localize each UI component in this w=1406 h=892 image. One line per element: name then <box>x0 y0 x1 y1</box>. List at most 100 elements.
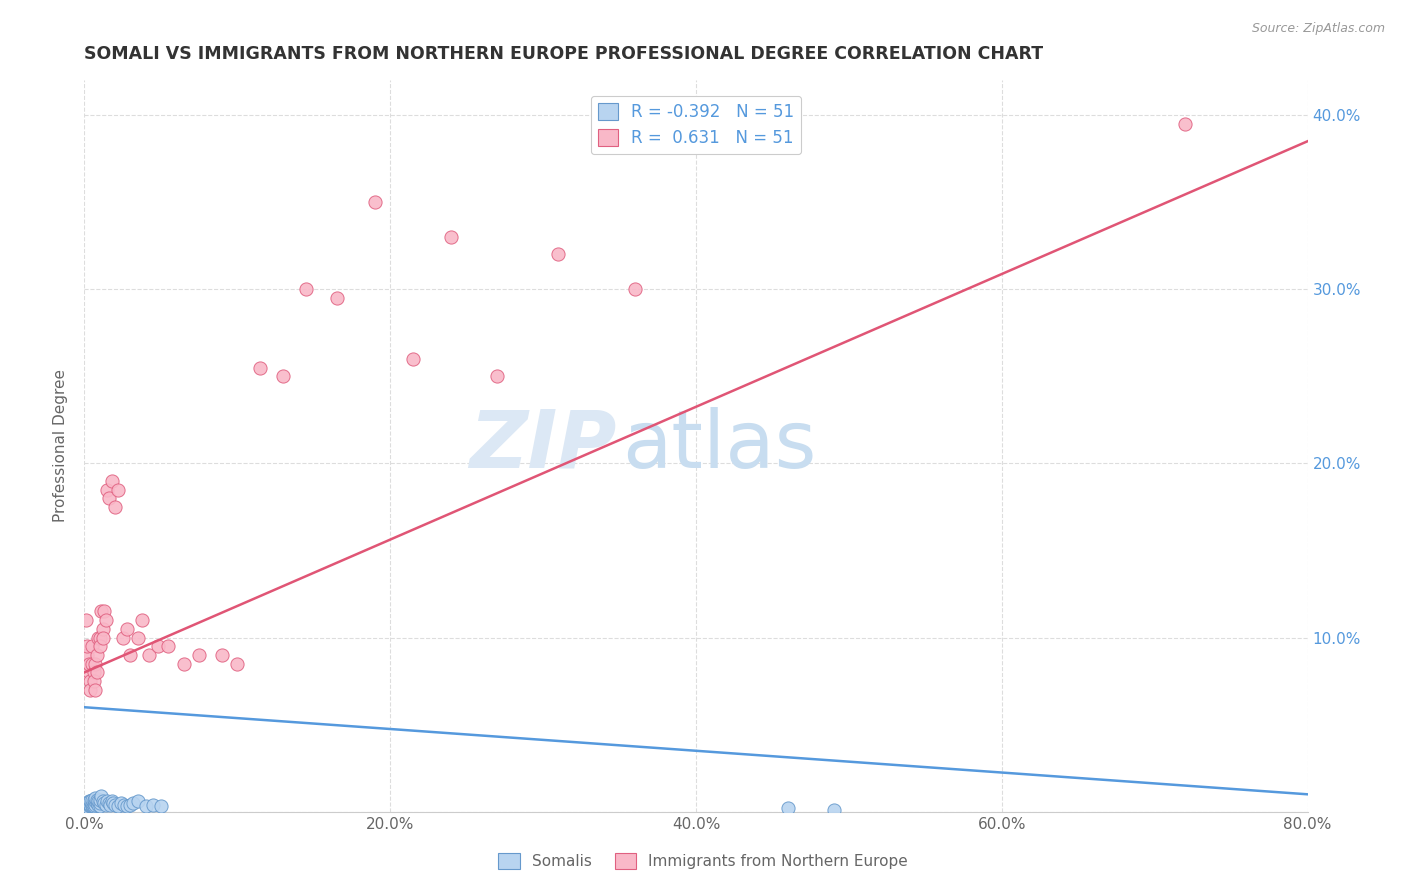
Point <box>87 797 110 812</box>
Point <box>83 792 105 806</box>
Point <box>440 230 463 244</box>
Point <box>122 796 145 810</box>
Point <box>84 790 107 805</box>
Point <box>146 640 169 654</box>
Point <box>1174 117 1197 131</box>
Point <box>97 491 120 506</box>
Point <box>211 648 233 662</box>
Point <box>83 665 105 680</box>
Point <box>364 195 387 210</box>
Point <box>98 797 121 812</box>
Point <box>77 665 100 680</box>
Point <box>91 794 114 808</box>
Point <box>84 657 107 671</box>
Point <box>111 631 134 645</box>
Point <box>86 648 108 662</box>
Point <box>271 369 294 384</box>
Point <box>96 483 118 497</box>
Point <box>776 801 799 815</box>
Point <box>226 657 249 671</box>
Point <box>84 794 107 808</box>
Point <box>173 657 195 671</box>
Point <box>107 799 129 814</box>
Point <box>188 648 211 662</box>
Point <box>94 797 117 812</box>
Point <box>75 799 97 814</box>
Point <box>76 799 98 814</box>
Point <box>91 631 114 645</box>
Point <box>104 797 127 812</box>
Point <box>112 797 135 812</box>
Text: ZIP: ZIP <box>470 407 616 485</box>
Point <box>93 796 115 810</box>
Point <box>83 796 105 810</box>
Point <box>127 794 149 808</box>
Point <box>142 797 165 812</box>
Point <box>157 640 180 654</box>
Point <box>249 360 271 375</box>
Point <box>80 792 103 806</box>
Point <box>104 500 127 514</box>
Y-axis label: Professional Degree: Professional Degree <box>53 369 69 523</box>
Point <box>79 799 101 814</box>
Text: Source: ZipAtlas.com: Source: ZipAtlas.com <box>1251 22 1385 36</box>
Point <box>84 797 107 812</box>
Point <box>107 483 129 497</box>
Point <box>90 604 112 618</box>
Point <box>75 613 97 627</box>
Legend: Somalis, Immigrants from Northern Europe: Somalis, Immigrants from Northern Europe <box>492 847 914 875</box>
Point <box>823 803 845 817</box>
Text: atlas: atlas <box>623 407 817 485</box>
Point <box>110 796 132 810</box>
Text: SOMALI VS IMMIGRANTS FROM NORTHERN EUROPE PROFESSIONAL DEGREE CORRELATION CHART: SOMALI VS IMMIGRANTS FROM NORTHERN EUROP… <box>84 45 1043 63</box>
Point <box>101 794 124 808</box>
Point <box>115 622 138 636</box>
Point <box>83 799 105 814</box>
Point <box>91 622 114 636</box>
Point <box>127 631 149 645</box>
Point <box>138 648 160 662</box>
Point <box>77 657 100 671</box>
Point <box>89 799 111 814</box>
Point <box>86 665 108 680</box>
Point <box>402 351 425 366</box>
Point <box>75 796 97 810</box>
Point <box>76 797 98 812</box>
Point <box>79 682 101 697</box>
Point <box>77 796 100 810</box>
Point <box>101 474 124 488</box>
Point <box>76 648 98 662</box>
Point <box>77 794 100 808</box>
Point <box>486 369 509 384</box>
Point <box>120 648 142 662</box>
Point <box>94 613 117 627</box>
Point <box>93 604 115 618</box>
Point <box>131 613 153 627</box>
Point <box>103 796 125 810</box>
Point <box>120 797 142 812</box>
Point <box>80 796 103 810</box>
Point <box>89 640 111 654</box>
Point <box>79 674 101 689</box>
Point <box>295 282 318 296</box>
Point <box>86 796 108 810</box>
Point <box>84 682 107 697</box>
Point <box>76 796 98 810</box>
Legend: R = -0.392   N = 51, R =  0.631   N = 51: R = -0.392 N = 51, R = 0.631 N = 51 <box>591 96 801 154</box>
Point <box>86 792 108 806</box>
Point <box>547 247 569 261</box>
Point <box>149 799 172 814</box>
Point <box>135 799 157 814</box>
Point <box>76 640 98 654</box>
Point <box>80 799 103 814</box>
Point <box>97 796 120 810</box>
Point <box>89 631 111 645</box>
Point <box>77 801 100 815</box>
Point <box>79 797 101 812</box>
Point <box>87 631 110 645</box>
Point <box>325 291 347 305</box>
Point <box>80 657 103 671</box>
Point <box>87 794 110 808</box>
Point <box>624 282 647 296</box>
Point <box>89 792 111 806</box>
